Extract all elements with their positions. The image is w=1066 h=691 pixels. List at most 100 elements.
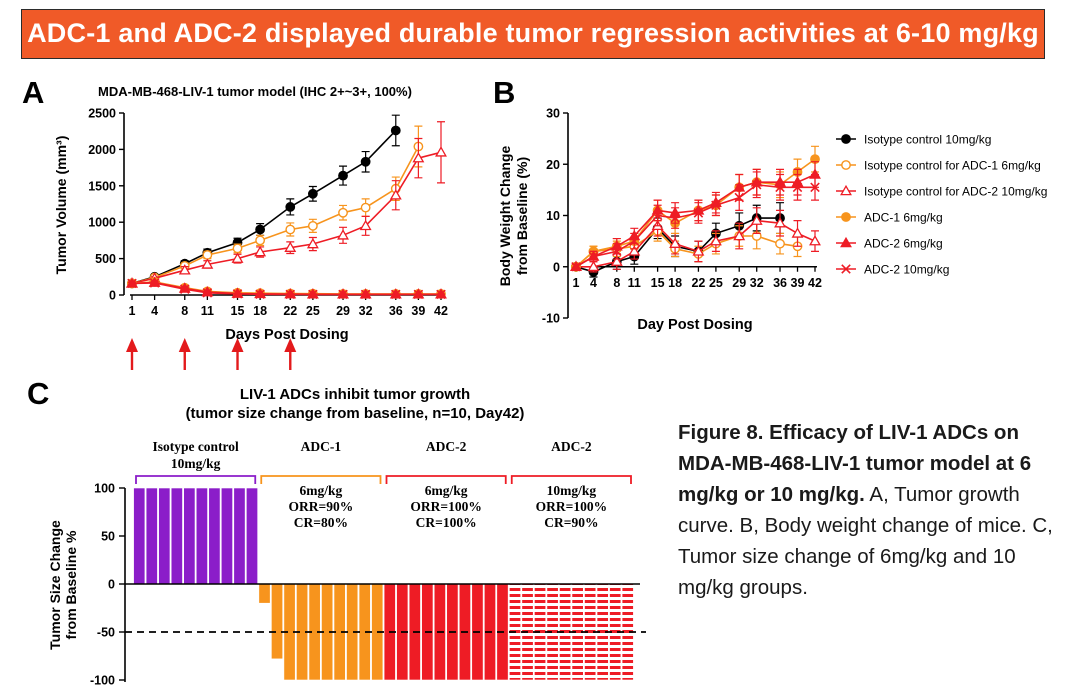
data-point — [255, 224, 266, 235]
x-tick-label: 15 — [651, 276, 665, 290]
x-tick-label: 18 — [253, 304, 267, 318]
x-tick-label: 25 — [306, 304, 320, 318]
panel-a-chart: 0 500 1000 1500 2000 2500 1 4 8 11 15 18 22 25 29 32 36 3… — [53, 84, 448, 370]
group-bracket — [260, 475, 382, 484]
data-point — [692, 245, 705, 256]
data-point — [306, 237, 319, 249]
legend-label: Isotype control 10mg/kg — [864, 133, 991, 147]
legend-marker — [841, 160, 851, 170]
data-point — [149, 278, 160, 288]
data-point — [284, 241, 297, 252]
figure-caption: Figure 8. Efficacy of LIV-1 ADCs on MDA-… — [678, 417, 1058, 603]
data-point — [338, 289, 348, 300]
y-tick-label: 100 — [94, 482, 115, 496]
group-stat: ORR=90% — [289, 499, 354, 514]
series-0 — [127, 114, 401, 289]
data-point — [307, 220, 318, 231]
data-point — [285, 289, 296, 300]
data-point — [670, 213, 680, 223]
dosing-arrow-head — [231, 338, 244, 352]
data-point — [360, 202, 371, 213]
chart-a-xlabel: Days Post Dosing — [225, 327, 348, 343]
series-5 — [571, 171, 820, 272]
x-tick-label: 15 — [231, 304, 245, 318]
x-tick-label: 36 — [389, 304, 403, 318]
data-point — [587, 260, 600, 272]
series-line — [131, 146, 420, 285]
legend-entry: Isotype control for ADC-2 10mg/kg — [836, 185, 1047, 199]
bar — [195, 487, 208, 585]
x-tick-label: 4 — [590, 276, 597, 290]
panel-letter-b: B — [493, 75, 515, 110]
data-point — [733, 229, 746, 241]
x-tick-label: 25 — [709, 276, 723, 290]
legend-label: ADC-2 10mg/kg — [864, 263, 949, 277]
caption-title: Figure 8. Efficacy of LIV-1 ADCs on MDA-… — [678, 421, 1032, 506]
y-tick-label: -10 — [542, 312, 560, 326]
chart-b-xlabel: Day Post Dosing — [637, 317, 752, 333]
x-tick-label: 29 — [336, 304, 350, 318]
data-point — [610, 255, 623, 266]
legend-marker — [841, 212, 851, 222]
x-tick-label: 8 — [613, 276, 620, 290]
dosing-arrow-head — [126, 338, 138, 352]
data-point — [775, 182, 785, 193]
data-point — [285, 202, 296, 212]
data-point — [308, 289, 318, 300]
x-tick-label: 22 — [283, 304, 297, 318]
data-point — [255, 289, 265, 300]
data-point — [338, 207, 348, 218]
legend-label: ADC-2 6mg/kg — [864, 237, 943, 251]
legend-label: Isotype control for ADC-1 6mg/kg — [864, 159, 1041, 173]
bar-group-0: Isotype control 10mg/kg — [133, 439, 258, 585]
x-tick-label: 32 — [359, 304, 373, 318]
data-point — [412, 151, 425, 163]
group-bracket — [135, 475, 257, 484]
y-tick-label: 50 — [101, 530, 115, 544]
data-point — [629, 236, 640, 246]
bar — [208, 487, 221, 585]
y-tick-label: 2000 — [88, 143, 116, 157]
data-point — [669, 237, 682, 248]
x-tick-label: 4 — [151, 304, 158, 318]
chart-c-title-2: (tumor size change from baseline, n=10, … — [186, 405, 525, 422]
dosing-arrow-head — [178, 338, 191, 352]
bar — [170, 487, 183, 585]
x-tick-label: 39 — [791, 276, 805, 290]
y-tick-label: -100 — [90, 674, 115, 688]
y-tick-label: 0 — [108, 578, 115, 592]
x-tick-label: 36 — [773, 276, 787, 290]
y-tick-label: 1000 — [88, 216, 116, 230]
banner-title: ADC-1 and ADC-2 displayed durable tumor … — [27, 18, 1039, 48]
x-tick-label: 8 — [181, 304, 188, 318]
group-bracket — [385, 475, 507, 484]
data-point — [127, 278, 137, 289]
data-point — [201, 258, 214, 269]
legend-marker — [841, 134, 851, 144]
x-tick-label: 1 — [129, 304, 136, 318]
data-point — [178, 264, 191, 275]
y-tick-label: 500 — [95, 252, 116, 266]
data-point — [588, 251, 599, 262]
dosing-arrow — [284, 338, 297, 370]
panel-letter-a: A — [22, 75, 44, 110]
data-point — [711, 200, 721, 211]
legend-entry: ADC-2 6mg/kg — [836, 237, 943, 251]
legend-entry: Isotype control for ADC-1 6mg/kg — [836, 159, 1041, 173]
chart-a-ylabel: Tumor Volume (mm³) — [53, 136, 69, 275]
panel-b-chart: -10 0 10 20 30 1 4 8 11 15 18 22 25 29 32 36 39 42 Day Pos… — [497, 107, 1047, 334]
data-point — [254, 245, 267, 257]
bar — [145, 487, 158, 585]
data-point — [359, 219, 372, 231]
x-tick-label: 22 — [691, 276, 705, 290]
bar — [233, 487, 246, 585]
data-point — [232, 243, 243, 254]
panel-c-chart: LIV-1 ADCs inhibit tumor growth (tumor si… — [47, 386, 646, 688]
dosing-arrow — [178, 338, 191, 370]
group-bracket — [510, 475, 632, 484]
group-stat: CR=80% — [294, 515, 348, 530]
bar — [246, 487, 258, 585]
